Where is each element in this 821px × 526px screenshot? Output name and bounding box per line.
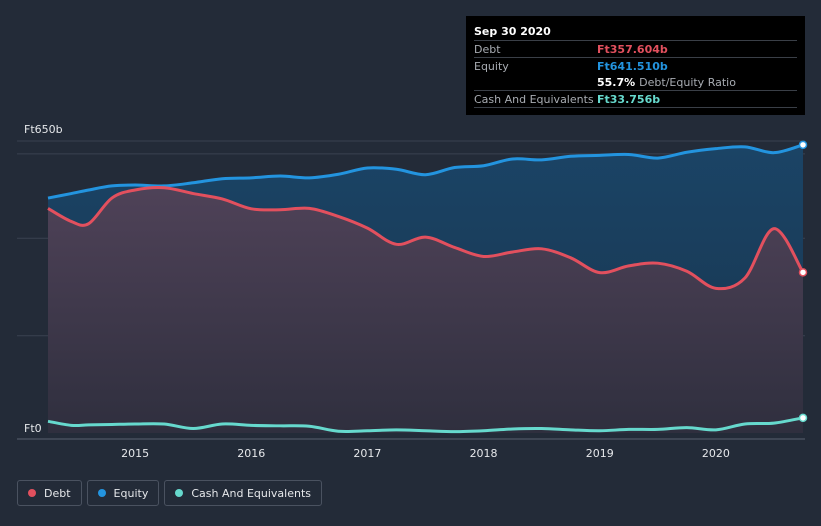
- chart-legend: Debt Equity Cash And Equivalents: [17, 480, 322, 506]
- cash-and-equivalents-endpoint: [798, 413, 808, 423]
- y-axis-min-label: Ft0: [24, 422, 42, 435]
- legend-item-cash[interactable]: Cash And Equivalents: [164, 480, 322, 506]
- legend-item-equity[interactable]: Equity: [86, 480, 160, 506]
- series-endpoints: [798, 140, 808, 423]
- tooltip-cash-label: Cash And Equivalents: [474, 92, 594, 106]
- x-tick-label: 2017: [353, 447, 381, 460]
- tooltip-equity-row: Equity Ft641.510b: [474, 57, 797, 74]
- cash-and-equivalents-line: [47, 416, 804, 434]
- series-areas: [48, 144, 803, 433]
- tooltip-cash-value: Ft33.756b: [597, 92, 661, 106]
- tooltip-debt-label: Debt: [474, 42, 501, 56]
- tooltip-date: Sep 30 2020: [474, 25, 551, 38]
- series-lines: [47, 143, 805, 434]
- tooltip-ratio-label: Debt/Equity Ratio: [639, 75, 736, 89]
- x-tick-label: 2019: [586, 447, 614, 460]
- cash-dot-icon: [175, 489, 184, 497]
- legend-label-debt: Debt: [44, 486, 71, 500]
- tooltip-cash-row: Cash And Equivalents Ft33.756b: [474, 90, 797, 108]
- debt-line: [47, 186, 805, 291]
- tooltip-ratio-row: 55.7% Debt/Equity Ratio: [474, 74, 797, 90]
- equity-dot-icon: [97, 489, 106, 497]
- equity-line: [47, 143, 804, 200]
- equity-endpoint: [798, 140, 808, 150]
- debt-endpoint: [798, 268, 808, 277]
- tooltip-debt-value: Ft357.604b: [597, 42, 668, 56]
- tooltip-ratio-value: 55.7%: [597, 75, 636, 89]
- x-tick-label: 2020: [702, 447, 730, 460]
- debt-area: [48, 187, 803, 433]
- x-tick-label: 2018: [470, 447, 498, 460]
- debt-dot-icon: [28, 489, 36, 497]
- x-tick-label: 2016: [237, 447, 265, 460]
- legend-label-cash: Cash And Equivalents: [191, 486, 311, 500]
- tooltip-equity-label: Equity: [474, 59, 509, 73]
- tooltip-debt-row: Debt Ft357.604b: [474, 40, 797, 57]
- legend-label-equity: Equity: [113, 486, 149, 500]
- y-axis-max-label: Ft650b: [24, 123, 63, 136]
- x-tick-label: 2015: [121, 447, 149, 460]
- legend-item-debt[interactable]: Debt: [17, 480, 82, 506]
- tooltip-equity-value: Ft641.510b: [597, 59, 668, 73]
- data-tooltip: Sep 30 2020 Debt Ft357.604b Equity Ft641…: [466, 16, 805, 115]
- x-tick-labels: 2015 2016 2017 2018 2019 2020: [121, 447, 730, 460]
